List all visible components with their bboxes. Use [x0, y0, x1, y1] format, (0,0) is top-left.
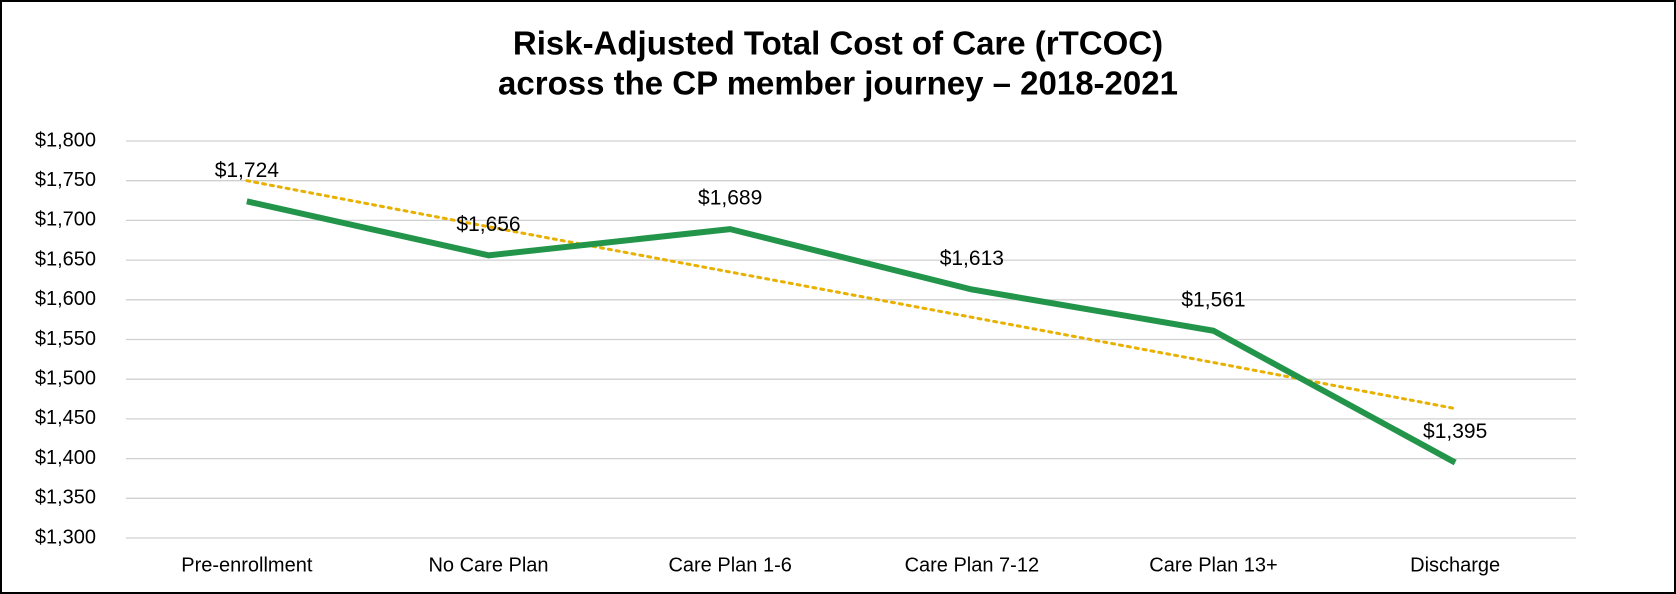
- x-tick-label: Care Plan 1-6: [668, 554, 791, 576]
- data-label: $1,656: [456, 213, 520, 236]
- y-tick-label: $1,450: [35, 407, 96, 429]
- x-tick-label: Pre-enrollment: [181, 554, 313, 576]
- data-label: $1,395: [1423, 420, 1487, 443]
- y-tick-label: $1,650: [35, 248, 96, 270]
- y-tick-label: $1,400: [35, 447, 96, 469]
- y-tick-label: $1,350: [35, 487, 96, 509]
- x-tick-label: Discharge: [1410, 554, 1500, 576]
- x-tick-label: Care Plan 13+: [1149, 554, 1277, 576]
- y-tick-label: $1,750: [35, 169, 96, 191]
- data-line: [246, 198, 1457, 466]
- chart-title: across the CP member journey – 2018-2021: [498, 65, 1178, 102]
- y-tick-label: $1,300: [35, 526, 96, 548]
- y-tick-label: $1,800: [35, 129, 96, 151]
- data-label: $1,613: [940, 247, 1004, 270]
- x-tick-label: No Care Plan: [428, 554, 548, 576]
- trend-line: [245, 179, 1457, 411]
- y-tick-label: $1,550: [35, 328, 96, 350]
- x-tick-label: Care Plan 7-12: [905, 554, 1040, 576]
- data-label: $1,724: [215, 159, 280, 182]
- data-label: $1,561: [1181, 288, 1245, 311]
- y-tick-label: $1,500: [35, 367, 96, 389]
- y-tick-label: $1,600: [35, 288, 96, 310]
- data-label: $1,689: [698, 187, 762, 210]
- chart-title: Risk-Adjusted Total Cost of Care (rTCOC): [513, 25, 1163, 62]
- y-tick-label: $1,700: [35, 209, 96, 231]
